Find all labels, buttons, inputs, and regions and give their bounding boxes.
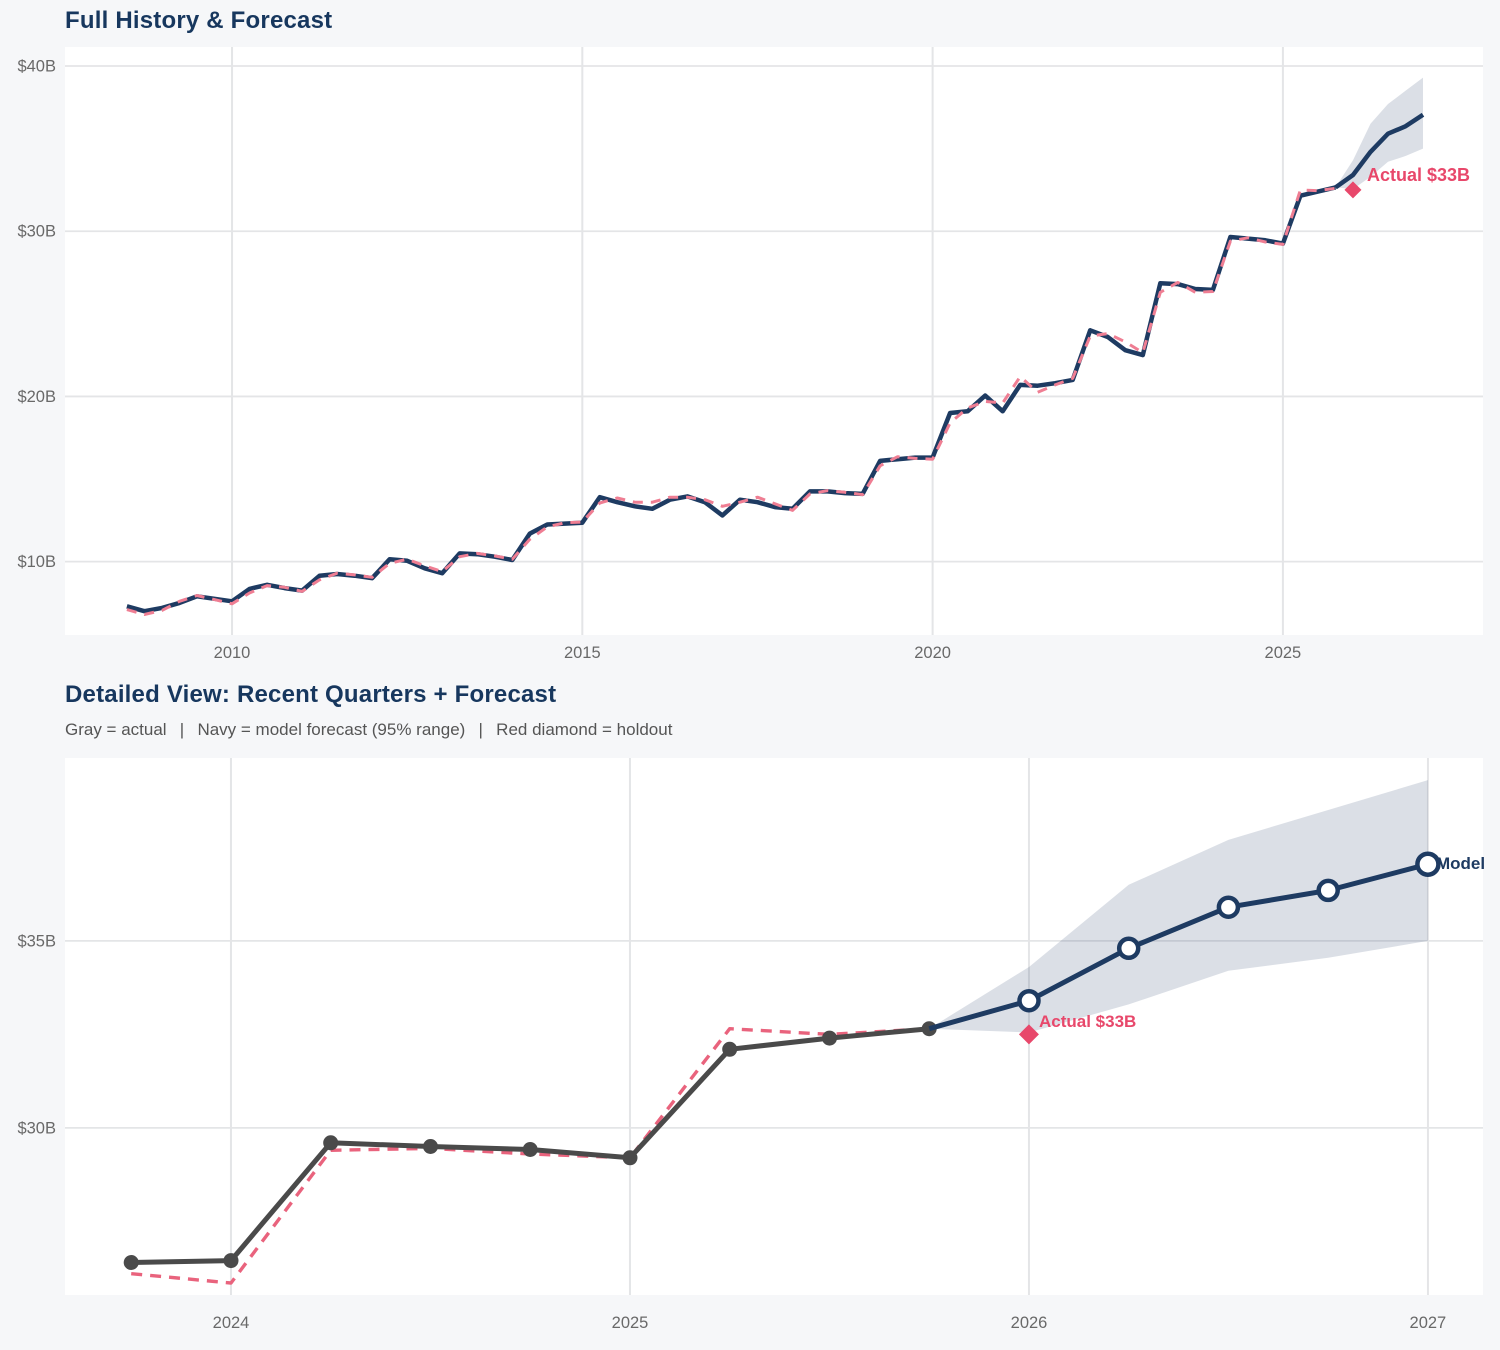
- x-tick-label: 2025: [1265, 644, 1302, 662]
- x-tick-label: 2025: [612, 1314, 649, 1332]
- forecast-marker: [1116, 936, 1141, 961]
- actual-dot: [622, 1150, 638, 1166]
- x-tick-label: 2024: [213, 1314, 250, 1332]
- x-tick-label: 2026: [1011, 1314, 1048, 1332]
- forecast-line: [1334, 112, 1425, 190]
- chart-panel: [65, 47, 1483, 635]
- detail-legend-subtitle: Gray = actual | Navy = model forecast (9…: [65, 720, 673, 739]
- y-tick-label: $30B: [17, 1119, 56, 1137]
- holdout-diamond: [1018, 1024, 1039, 1045]
- actual-dot: [522, 1142, 538, 1157]
- forecast-marker: [1216, 895, 1241, 919]
- holdout-annotation-detail: Actual $33B: [1039, 1012, 1137, 1031]
- detail-title: Detailed View: Recent Quarters + Forecas…: [65, 681, 557, 708]
- holdout-annotation-top: Actual $33B: [1367, 165, 1471, 185]
- confidence-band: [929, 780, 1428, 1033]
- y-tick-label: $40B: [17, 58, 56, 76]
- actual-dot: [123, 1255, 139, 1270]
- actual-dot: [323, 1135, 339, 1151]
- model-fit-line: [126, 186, 1336, 616]
- history-line: [126, 185, 1337, 614]
- full-history-chart: 2010 2015 2020 2025 $40B $30B $20B $10B: [17, 47, 1483, 662]
- actual-dot: [423, 1139, 438, 1154]
- full-history-title: Full History & Forecast: [65, 7, 333, 34]
- forecast-marker: [1017, 988, 1041, 1013]
- chart-panel: [65, 758, 1483, 1295]
- actual-dot: [722, 1041, 738, 1057]
- y-tick-label: $20B: [17, 388, 56, 406]
- forecast-line: [928, 861, 1429, 1032]
- x-tick-label: 2027: [1410, 1314, 1447, 1332]
- actual-dot: [822, 1030, 837, 1046]
- forecast-marker: [1316, 878, 1340, 903]
- y-tick-label: $35B: [17, 932, 56, 950]
- actual-dot: [223, 1253, 239, 1269]
- y-tick-label: $10B: [17, 553, 56, 571]
- x-tick-label: 2020: [914, 644, 951, 662]
- detail-chart: 2024 2025 2026 2027 $35B $30B: [17, 758, 1483, 1332]
- x-tick-label: 2015: [564, 644, 601, 662]
- model-line-label: Model: [1436, 854, 1486, 873]
- x-tick-label: 2010: [214, 644, 251, 662]
- y-tick-label: $30B: [17, 223, 56, 241]
- forecast-marker: [1415, 851, 1441, 877]
- confidence-band: [1335, 77, 1423, 190]
- holdout-diamond: [1344, 181, 1362, 199]
